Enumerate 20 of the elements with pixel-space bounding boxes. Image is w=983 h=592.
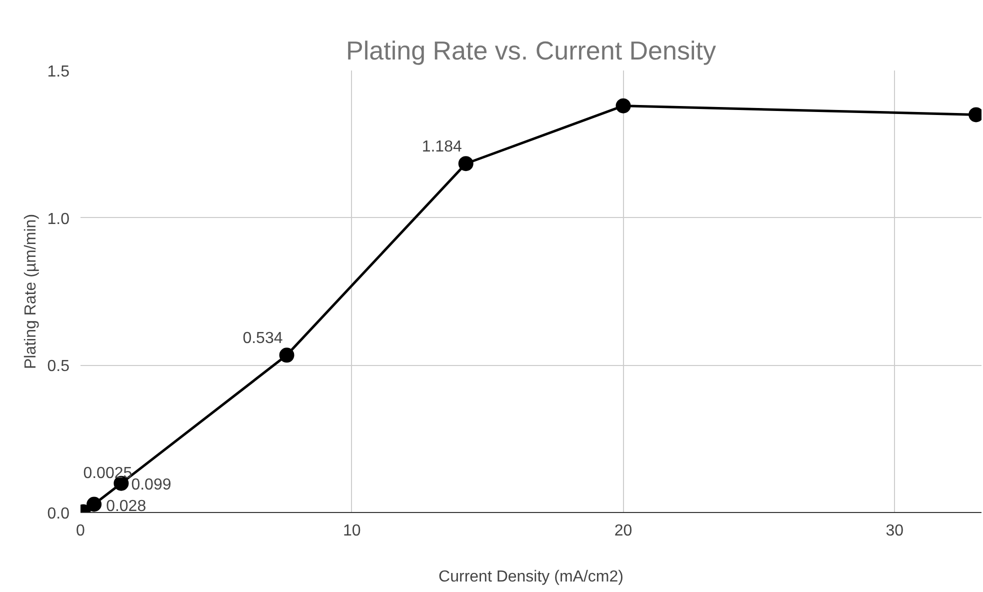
y-tick-label: 1.0 [47, 210, 70, 228]
point [86, 496, 102, 512]
point [458, 156, 474, 172]
data-label: 0.099 [131, 476, 172, 494]
y-tick-label: 1.5 [47, 64, 70, 80]
y-tick-label: 0.0 [47, 506, 70, 522]
data-label: 0.534 [242, 330, 283, 348]
y-tick-label: 0.5 [47, 358, 70, 376]
x-tick-label: 10 [342, 522, 361, 540]
data-label: 0.0025 [83, 464, 132, 482]
x-tick-label: 30 [886, 522, 904, 540]
chart-title: Plating Rate vs. Current Density [346, 36, 716, 66]
x-tick-label: 20 [614, 522, 632, 540]
x-tick-label: 0 [76, 522, 86, 540]
data-label: 0.028 [106, 498, 146, 516]
data-label: 1.184 [422, 138, 462, 156]
point [616, 98, 631, 114]
x-axis-title: Current Density (mA/cm2) [438, 568, 624, 586]
point [279, 348, 294, 363]
y-axis-title: Plating Rate (µm/min) [22, 214, 40, 370]
